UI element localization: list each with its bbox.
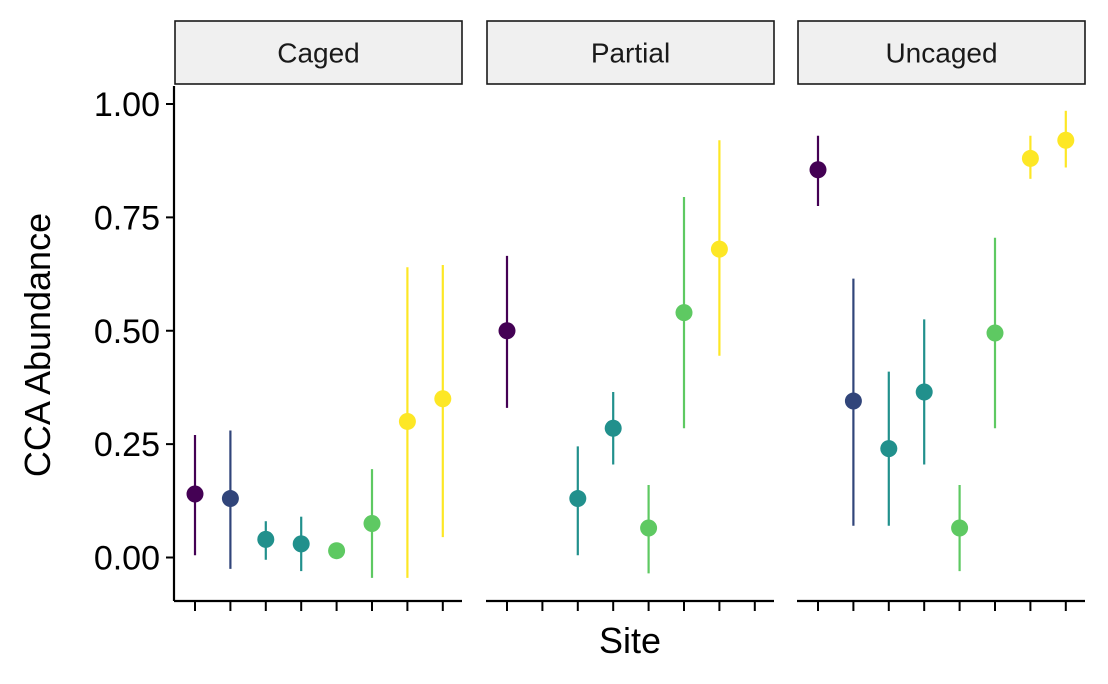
y-tick-label: 1.00: [94, 86, 160, 124]
data-point: [398, 412, 416, 430]
facet-strip: [174, 20, 463, 85]
facet-panel-uncaged: Uncaged: [797, 20, 1086, 611]
facet-strip-label: Partial: [591, 38, 670, 69]
data-point: [498, 322, 516, 340]
data-point: [640, 519, 658, 537]
y-tick-label: 0.00: [94, 540, 160, 578]
data-point: [951, 519, 969, 537]
facet-strip-label: Caged: [277, 38, 360, 69]
data-point: [569, 490, 587, 508]
data-point: [434, 390, 452, 408]
data-point: [221, 490, 239, 508]
y-tick-label: 0.75: [94, 199, 160, 237]
data-point: [675, 304, 693, 322]
data-point: [880, 440, 898, 458]
data-point: [986, 324, 1004, 342]
facet-panel-caged: Caged: [174, 20, 463, 611]
data-point: [844, 392, 862, 410]
data-point: [710, 240, 728, 258]
data-point: [915, 383, 933, 401]
x-axis-title: Site: [599, 620, 661, 661]
y-tick-label: 0.25: [94, 426, 160, 464]
data-point: [257, 530, 275, 548]
y-tick-label: 0.50: [94, 313, 160, 351]
data-point: [186, 485, 204, 503]
data-point: [363, 514, 381, 532]
data-point: [1021, 149, 1039, 167]
y-axis-title: CCA Abundance: [17, 213, 58, 477]
facet-panel-partial: Partial: [486, 20, 775, 611]
data-point: [604, 419, 622, 437]
data-point: [809, 161, 827, 179]
facet-strip: [486, 20, 775, 85]
data-point: [328, 542, 346, 560]
data-point: [1057, 131, 1075, 149]
facet-strip-label: Uncaged: [885, 38, 997, 69]
data-point: [292, 535, 310, 553]
facet-strip: [797, 20, 1086, 85]
